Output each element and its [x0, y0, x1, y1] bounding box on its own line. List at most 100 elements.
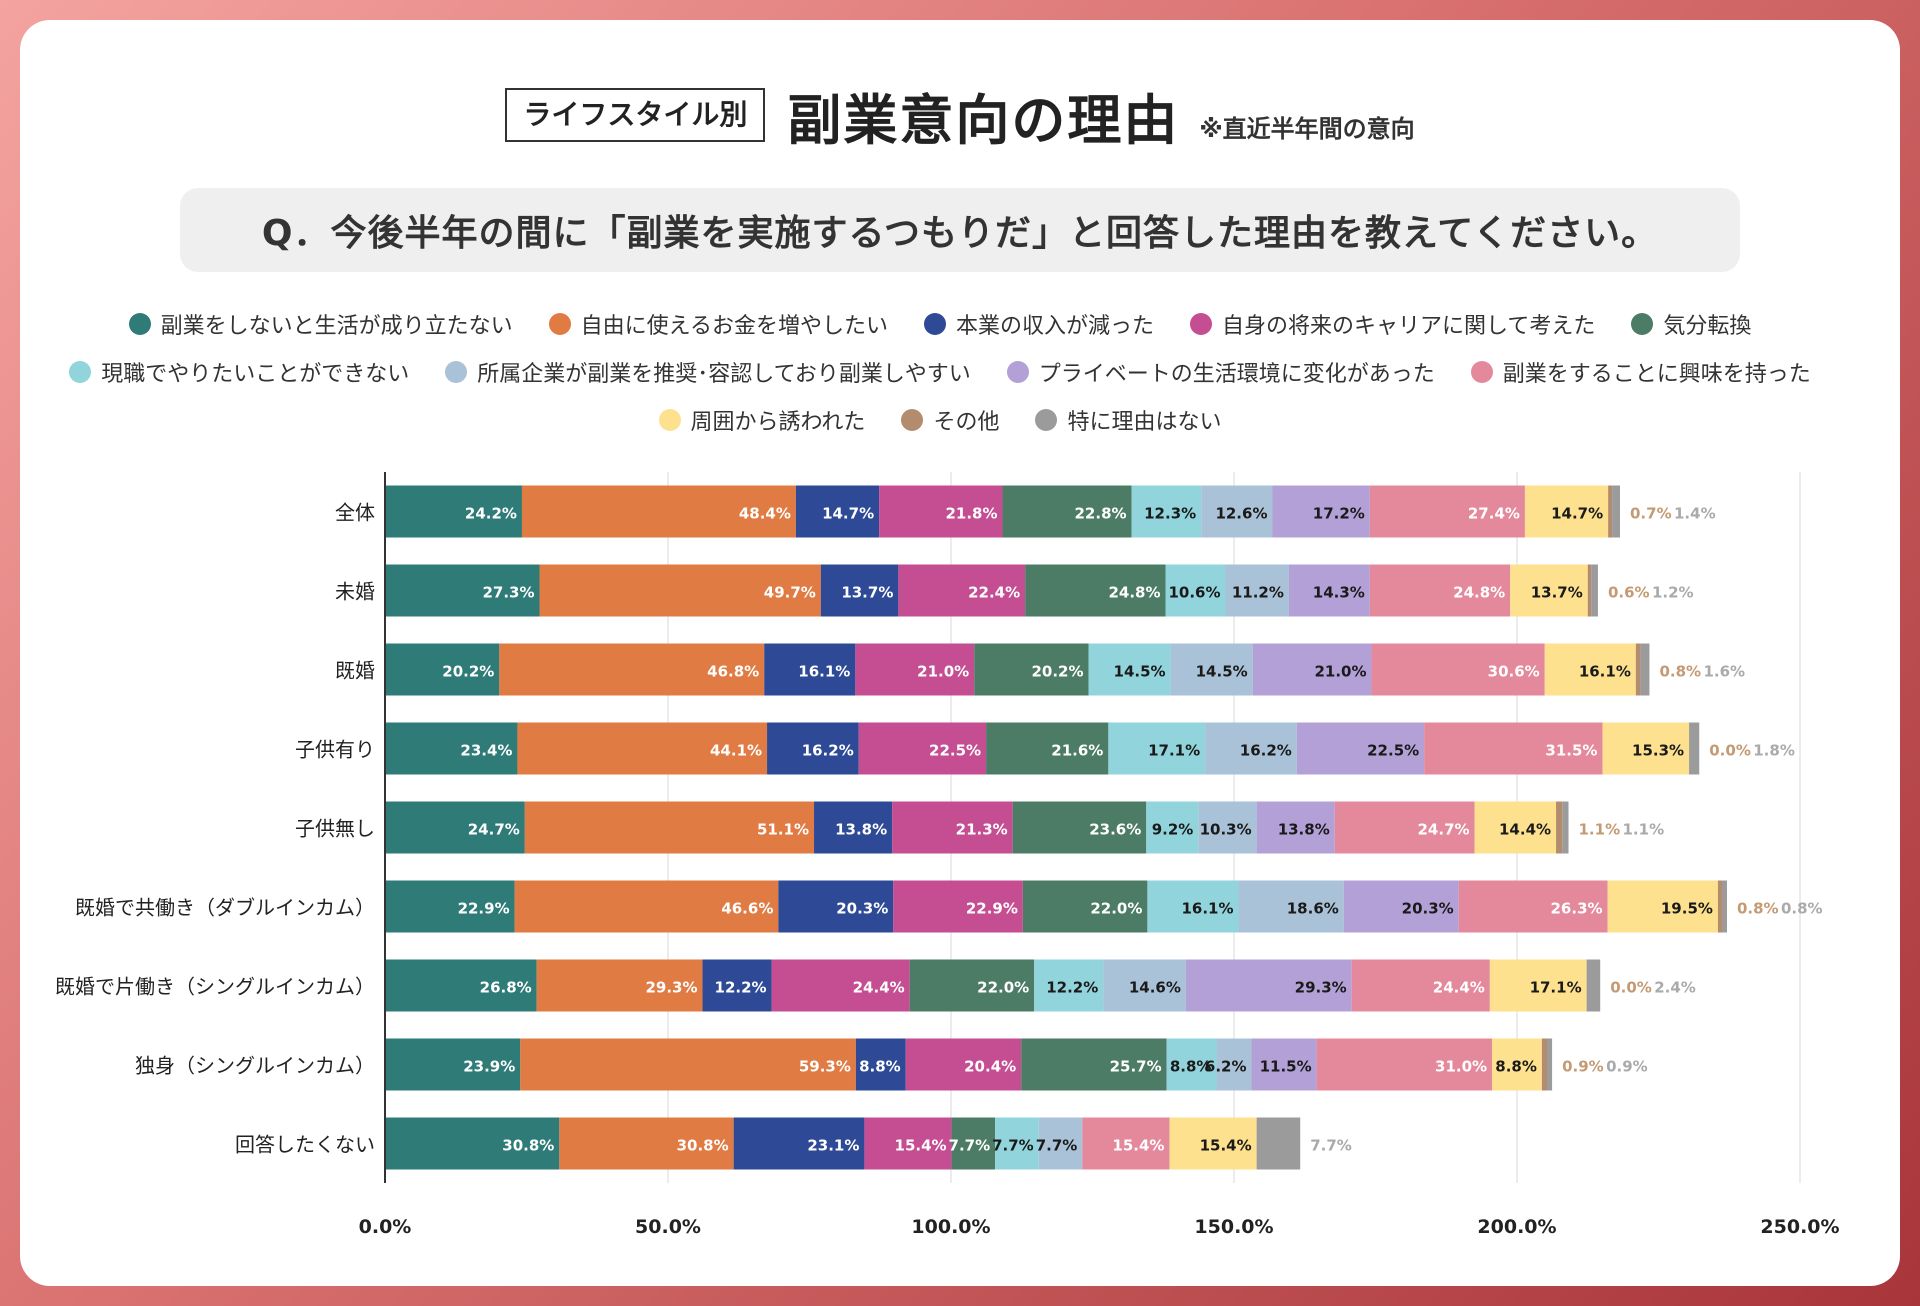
data-label: 20.4%: [964, 1058, 1016, 1076]
bar-segment: [1510, 564, 1588, 617]
bar-segment: [1474, 801, 1557, 854]
bar-segment: [1225, 564, 1289, 617]
data-label: 23.6%: [1089, 821, 1141, 839]
data-label: 20.2%: [1031, 663, 1083, 681]
header: ライフスタイル別 副業意向の理由 ※直近半年間の意向: [20, 70, 1900, 160]
data-label: 26.8%: [480, 979, 532, 997]
data-label-outside: 0.7%: [1630, 505, 1672, 523]
data-label: 17.2%: [1313, 505, 1365, 523]
legend-item: 周囲から誘われた: [658, 404, 866, 436]
bar-segment: [385, 880, 515, 933]
bar-segment: [905, 1038, 1022, 1091]
data-label: 29.3%: [1295, 979, 1347, 997]
data-label: 21.3%: [956, 821, 1008, 839]
bar-segment: [1722, 880, 1727, 933]
bar-segment: [892, 801, 1013, 854]
data-label: 12.3%: [1144, 505, 1196, 523]
bar-segment: [1334, 801, 1475, 854]
data-label: 16.1%: [1579, 663, 1631, 681]
data-label: 7.7%: [1036, 1137, 1078, 1155]
category-label: 既婚で片働き（シングルインカム）: [55, 975, 375, 999]
bar-segment: [1022, 880, 1148, 933]
bar-segment: [1252, 643, 1372, 696]
data-label: 8.8%: [859, 1058, 901, 1076]
data-label: 14.7%: [1551, 505, 1603, 523]
data-label: 15.3%: [1632, 742, 1684, 760]
data-label: 46.6%: [721, 900, 773, 918]
data-label: 16.2%: [802, 742, 854, 760]
bar-segment: [855, 643, 975, 696]
legend-item: プライベートの生活環境に変化があった: [1006, 356, 1435, 388]
legend-item: その他: [901, 404, 999, 436]
bar-segment: [1082, 1117, 1170, 1170]
data-label: 15.4%: [1112, 1137, 1164, 1155]
bar-segment: [514, 880, 779, 933]
bar-segment: [1562, 801, 1569, 854]
data-label: 12.6%: [1215, 505, 1267, 523]
data-label: 20.3%: [1402, 900, 1454, 918]
data-label: 27.4%: [1468, 505, 1520, 523]
legend-swatch-icon: [548, 313, 571, 335]
bar-segment: [524, 801, 815, 854]
data-label: 14.3%: [1313, 584, 1365, 602]
bar-segment: [1205, 722, 1297, 775]
data-label: 21.0%: [1314, 663, 1366, 681]
data-label: 17.1%: [1530, 979, 1582, 997]
bar-segment: [1165, 564, 1226, 617]
data-label-outside: 0.6%: [1608, 584, 1650, 602]
bar-segment: [778, 880, 894, 933]
legend-label: その他: [933, 410, 1000, 435]
data-label: 7.7%: [992, 1137, 1034, 1155]
data-label: 31.0%: [1435, 1058, 1487, 1076]
data-label-outside: 0.0%: [1610, 979, 1652, 997]
bar-segment: [879, 485, 1003, 538]
bar-segment: [1002, 485, 1132, 538]
category-label: 回答したくない: [235, 1133, 375, 1157]
bar-segment: [1169, 1117, 1257, 1170]
data-label: 15.4%: [895, 1137, 947, 1155]
bar-segment: [1251, 1038, 1317, 1091]
data-label: 49.7%: [764, 584, 816, 602]
bar-segment: [1717, 880, 1723, 933]
legend-label: 気分転換: [1663, 314, 1752, 339]
bar-segment: [385, 801, 525, 854]
bar-segment: [1586, 959, 1601, 1012]
legend-label: 自身の将来のキャリアに関して考えた: [1222, 314, 1596, 339]
category-label: 全体: [335, 501, 375, 525]
bar-segment: [814, 801, 893, 854]
bar-segment: [1524, 485, 1609, 538]
bar-segment: [517, 722, 768, 775]
data-label: 14.4%: [1499, 821, 1551, 839]
category-label: 独身（シングルインカム）: [135, 1054, 375, 1078]
bar-segment: [1556, 801, 1563, 854]
bar-segment: [1541, 1038, 1547, 1091]
x-tick-label: 50.0%: [635, 1216, 701, 1238]
bar-segment: [733, 1117, 865, 1170]
legend-swatch-icon: [1035, 409, 1058, 431]
data-label: 13.8%: [1278, 821, 1330, 839]
data-label: 15.4%: [1200, 1137, 1252, 1155]
bar-segment: [1103, 959, 1186, 1012]
bar-segment: [909, 959, 1035, 1012]
data-label: 8.8%: [1170, 1058, 1212, 1076]
legend-item: 副業をしないと生活が成り立たない: [128, 308, 513, 340]
data-label: 24.8%: [1453, 584, 1505, 602]
data-label: 23.4%: [460, 742, 512, 760]
bar-segment: [1088, 643, 1171, 696]
legend-row: 副業をしないと生活が成り立たない 自由に使えるお金を増やしたい 本業の収入が減った 自…: [40, 300, 1840, 348]
legend-swatch-icon: [445, 361, 468, 383]
data-label: 17.1%: [1148, 742, 1200, 760]
legend-swatch-icon: [901, 409, 924, 431]
bar-segment: [1640, 643, 1650, 696]
category-label: 既婚で共働き（ダブルインカム）: [75, 896, 375, 920]
bar-segment: [559, 1117, 734, 1170]
legend-label: 周囲から誘われた: [690, 410, 866, 435]
data-label: 22.9%: [458, 900, 510, 918]
data-label: 48.4%: [739, 505, 791, 523]
data-label: 59.3%: [799, 1058, 851, 1076]
data-label: 22.4%: [968, 584, 1020, 602]
data-label: 24.7%: [468, 821, 520, 839]
legend-label: 特に理由はない: [1067, 410, 1222, 435]
data-label: 20.3%: [836, 900, 888, 918]
data-label: 12.2%: [715, 979, 767, 997]
